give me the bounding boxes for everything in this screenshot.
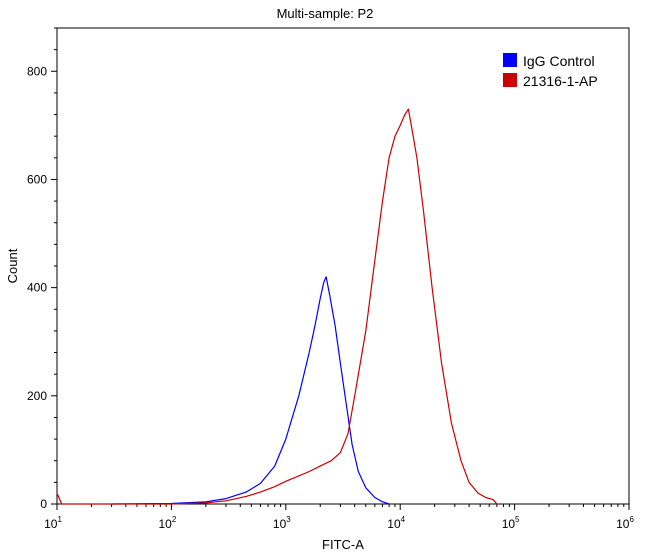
x-tick-label: 106 (616, 515, 634, 531)
x-tick-label: 105 (502, 515, 520, 531)
legend-label-igg-control: IgG Control (523, 53, 595, 69)
series-line-0 (111, 276, 390, 505)
chart-title: Multi-sample: P2 (277, 6, 374, 21)
legend-swatch-igg-control (503, 53, 517, 67)
series-line-1 (56, 108, 498, 505)
y-tick-label: 400 (27, 281, 47, 295)
x-tick-label: 101 (44, 515, 62, 531)
legend-label-21316-1-ap: 21316-1-AP (523, 73, 598, 89)
plot-frame (56, 27, 630, 505)
x-tick-label: 104 (387, 515, 405, 531)
y-tick-label: 0 (40, 497, 47, 511)
x-tick-label: 102 (158, 515, 176, 531)
series-layer (56, 108, 498, 505)
legend-swatch-21316-1-ap (503, 73, 517, 87)
y-tick-label: 600 (27, 172, 47, 186)
y-axis-ticks: 0 200 400 600 800 (27, 27, 57, 511)
legend: IgG Control 21316-1-AP (503, 53, 598, 89)
x-axis-label: FITC-A (322, 537, 364, 552)
x-tick-label: 103 (273, 515, 291, 531)
y-tick-label: 800 (27, 64, 47, 78)
y-axis-label: Count (5, 248, 20, 283)
x-axis-ticks: 101 102 103 104 105 106 (44, 504, 634, 531)
y-tick-label: 200 (27, 389, 47, 403)
